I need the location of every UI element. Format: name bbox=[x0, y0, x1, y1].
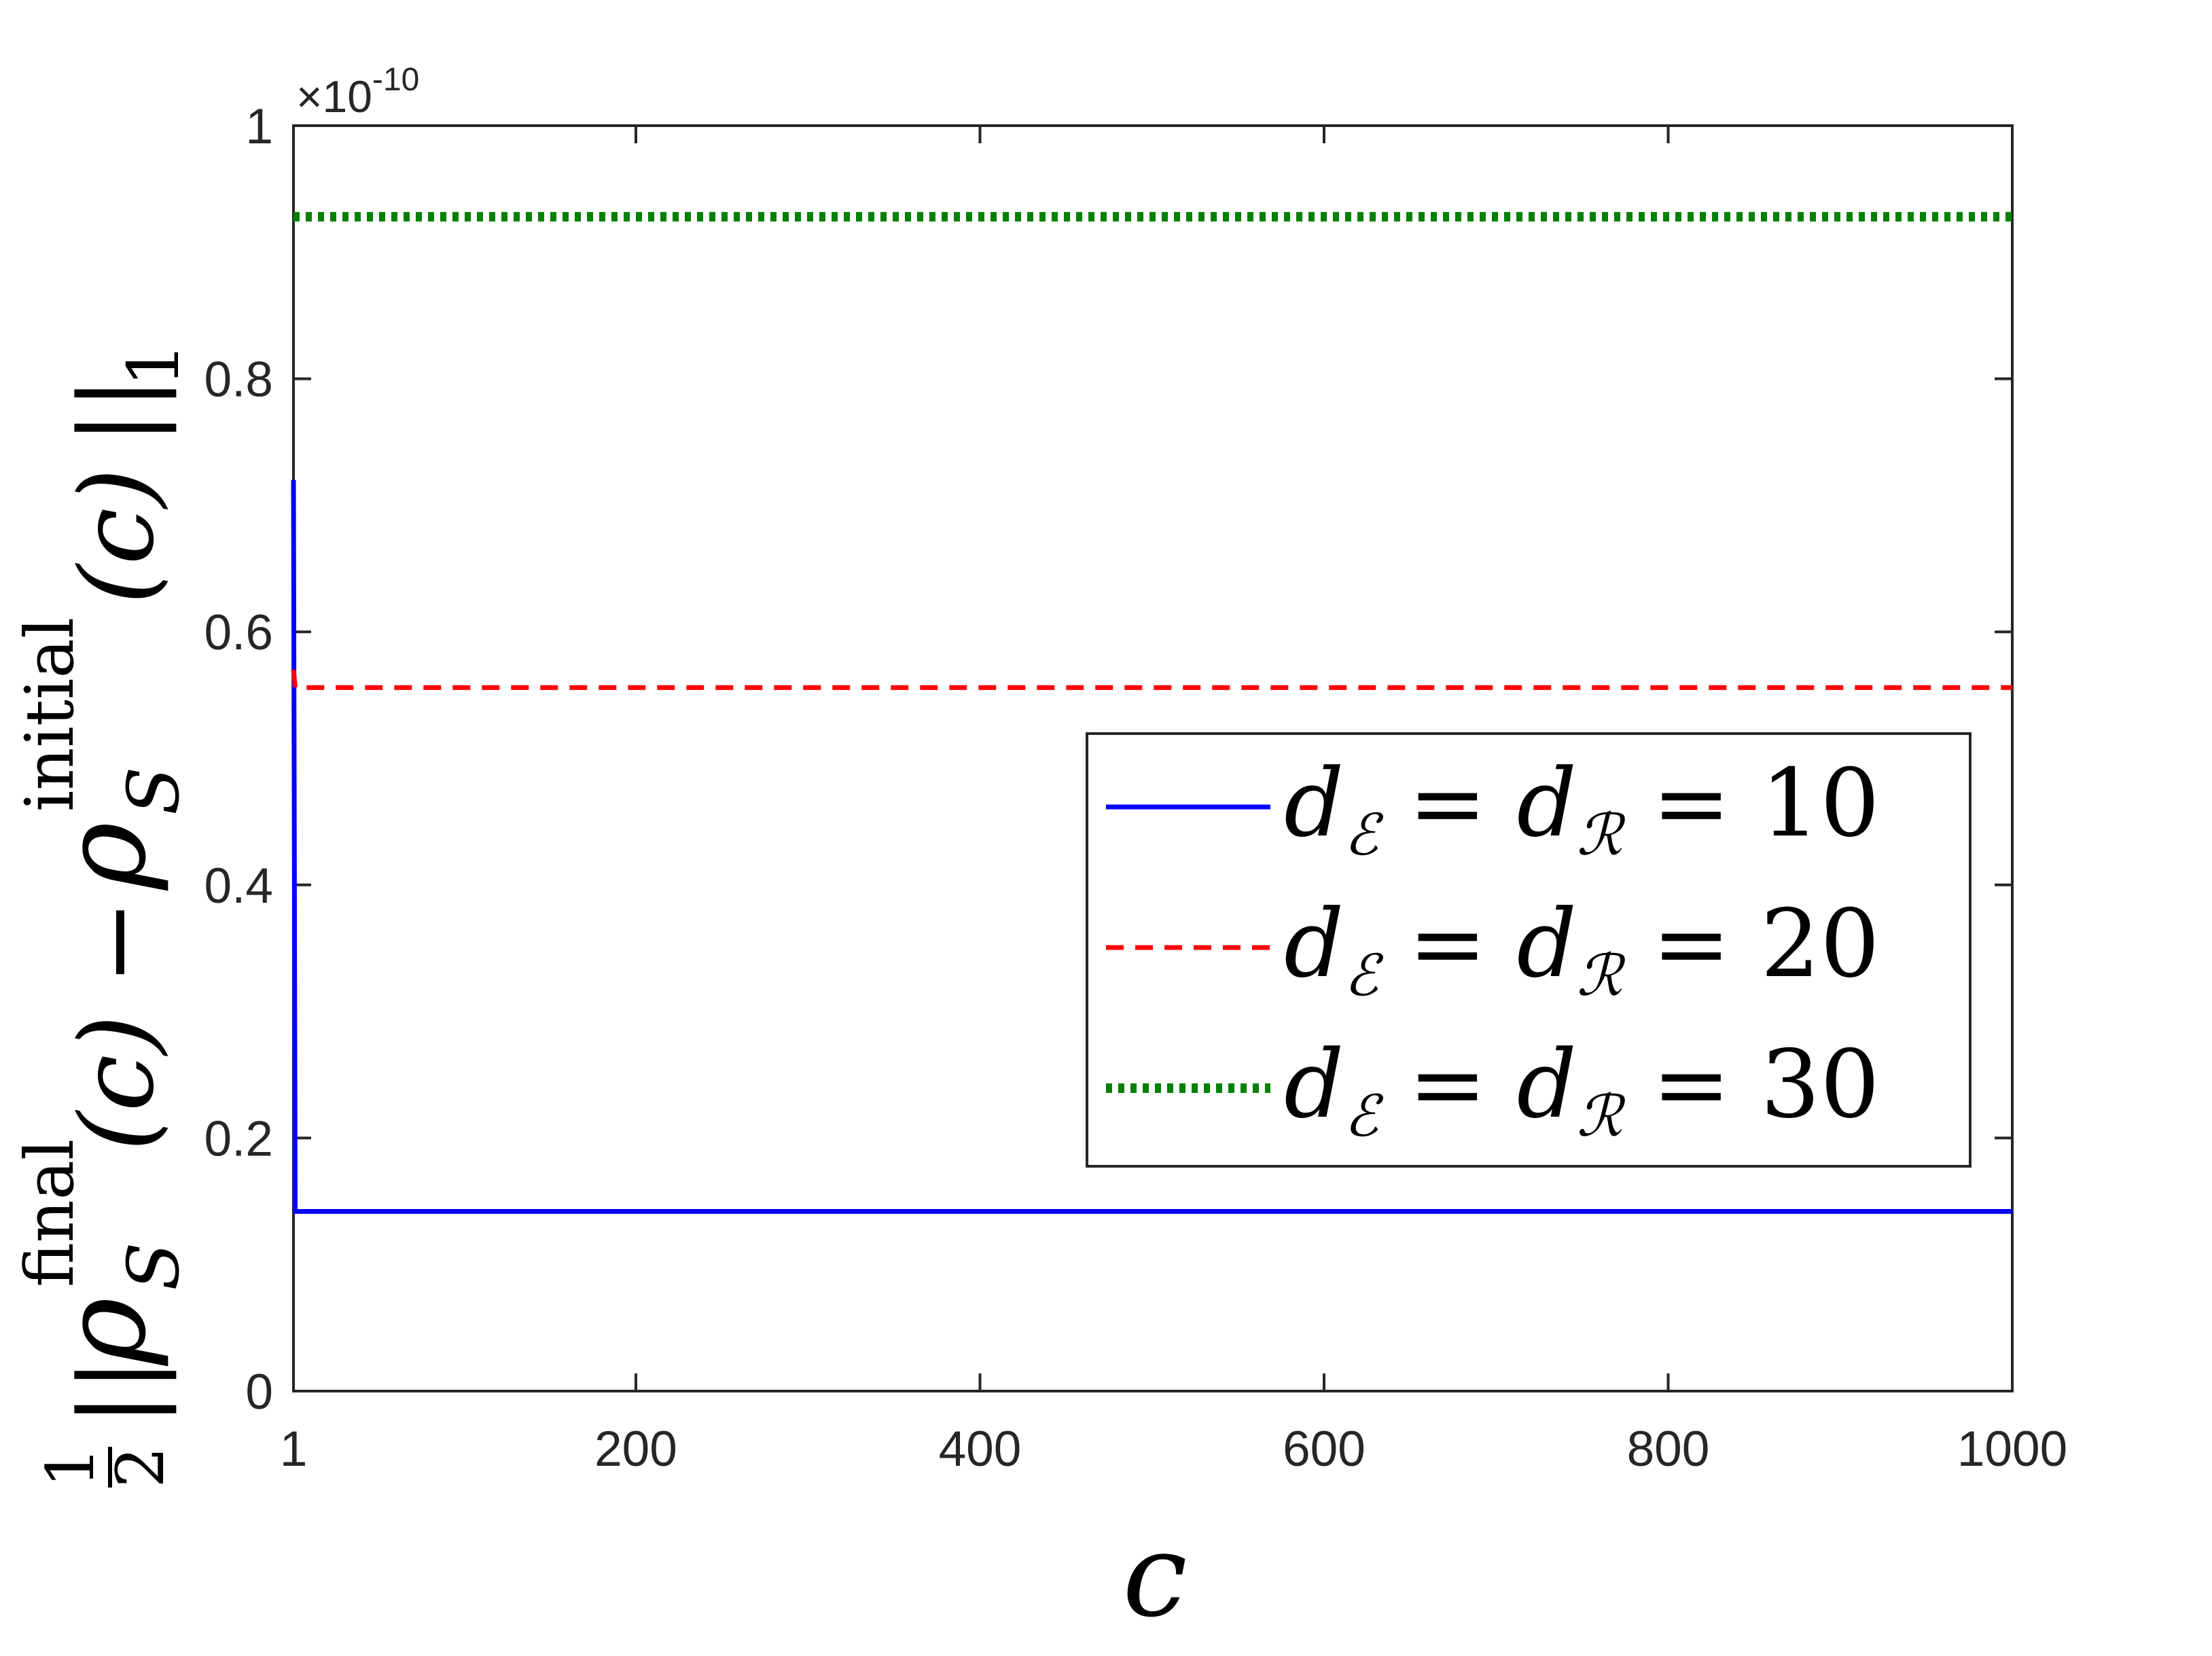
y-label-arg-2: (c) bbox=[58, 468, 177, 605]
y-label-norm-sub: 1 bbox=[112, 342, 195, 387]
y-label-sup-initial: initial bbox=[12, 617, 89, 812]
y-tick-labels: 0 0.2 0.4 0.6 0.8 1 bbox=[204, 99, 273, 1420]
x-tick-label: 400 bbox=[939, 1422, 1022, 1477]
x-axis-label: c bbox=[1122, 1509, 1187, 1643]
legend-entry: dℰ = dℛ = 10 bbox=[1106, 749, 1880, 868]
y-exponent-power: -10 bbox=[372, 62, 419, 98]
y-tick-label: 0.6 bbox=[204, 605, 273, 660]
y-label-norm-close: || bbox=[58, 376, 177, 445]
legend: dℰ = dℛ = 10 dℰ = dℛ = 20 dℰ = dℛ = 30 bbox=[1086, 732, 1972, 1168]
y-axis-exponent: ×10-10 bbox=[296, 62, 419, 122]
y-tick-label: 0.2 bbox=[204, 1111, 273, 1166]
y-tick-label: 0.8 bbox=[204, 353, 273, 408]
x-tick-label: 1000 bbox=[1957, 1422, 2067, 1477]
y-label-rho: ρ bbox=[37, 1297, 172, 1367]
legend-label: dℰ = dℛ = 30 bbox=[1284, 1030, 1880, 1149]
legend-entry: dℰ = dℛ = 20 bbox=[1106, 889, 1880, 1009]
y-label-sup-final: final bbox=[12, 1139, 89, 1287]
y-label-sub-s: S bbox=[112, 1242, 195, 1291]
series-line-20 bbox=[291, 669, 2012, 690]
x-tick-label: 1 bbox=[280, 1422, 308, 1477]
y-exponent-prefix: ×10 bbox=[296, 71, 372, 122]
series-layer bbox=[291, 212, 2012, 1214]
series-line-10 bbox=[291, 480, 2012, 1214]
legend-label: dℰ = dℛ = 20 bbox=[1284, 889, 1880, 1009]
y-label-norm-open: || bbox=[58, 1358, 177, 1426]
y-axis-label: 1 2 || ρ S final (c) − ρ S initial (c) |… bbox=[12, 342, 195, 1488]
y-tick-label: 0 bbox=[245, 1365, 273, 1420]
x-tick-label: 600 bbox=[1283, 1422, 1366, 1477]
y-label-rho-2: ρ bbox=[37, 822, 172, 891]
legend-entry: dℰ = dℛ = 30 bbox=[1106, 1030, 1880, 1149]
y-tick-label: 1 bbox=[245, 99, 273, 154]
x-tick-label: 800 bbox=[1627, 1422, 1710, 1477]
y-label-frac-num: 1 bbox=[33, 1446, 109, 1488]
axis-ticks bbox=[292, 124, 2014, 1392]
x-tick-label: 200 bbox=[594, 1422, 677, 1477]
y-tick-label: 0.4 bbox=[204, 859, 273, 914]
x-tick-labels: 1 200 400 600 800 1000 bbox=[280, 1422, 2068, 1477]
y-label-frac-den: 2 bbox=[103, 1446, 179, 1488]
legend-label: dℰ = dℛ = 10 bbox=[1284, 749, 1880, 868]
y-label-arg-1: (c) bbox=[58, 1015, 177, 1151]
y-label-minus: − bbox=[58, 899, 177, 985]
y-label-sub-s-2: S bbox=[112, 767, 195, 815]
